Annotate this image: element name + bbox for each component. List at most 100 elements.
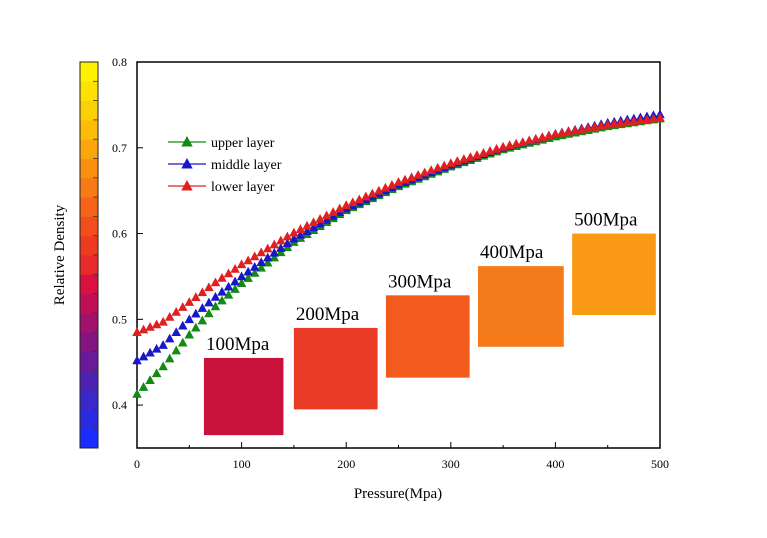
- data-point: [380, 182, 391, 192]
- data-point: [158, 340, 168, 349]
- colorbar-tick-label: 0.7: [112, 141, 127, 155]
- x-axis-ticks: 0 100 200 300 400 500: [134, 442, 669, 471]
- colorbar-segment: [80, 216, 98, 237]
- data-point: [642, 114, 652, 124]
- data-point: [151, 319, 162, 329]
- data-point: [223, 268, 234, 278]
- data-point: [191, 322, 201, 332]
- data-point: [230, 263, 240, 273]
- data-point: [223, 281, 234, 291]
- data-point: [243, 266, 253, 276]
- colorbar-segment: [80, 100, 98, 121]
- inset-label: 200Mpa: [296, 304, 360, 325]
- data-point: [230, 284, 240, 293]
- legend-label: upper layer: [211, 136, 275, 151]
- data-point: [178, 320, 188, 330]
- data-point: [374, 185, 384, 195]
- data-point: [132, 327, 142, 336]
- legend-marker: [181, 158, 193, 169]
- colorbar-tick-label: 0.6: [112, 227, 127, 241]
- data-point: [223, 289, 234, 299]
- data-point: [295, 229, 306, 239]
- data-point: [210, 277, 221, 287]
- data-point: [164, 311, 175, 321]
- data-point: [439, 160, 450, 170]
- density-inset: [477, 266, 564, 347]
- colorbar-segment: [80, 312, 98, 333]
- data-point: [204, 308, 214, 318]
- data-point: [276, 235, 286, 245]
- x-tick-label: 400: [546, 457, 564, 471]
- data-point: [184, 314, 195, 324]
- series-layer: [132, 109, 665, 398]
- data-point: [184, 329, 195, 339]
- colorbar-segment: [80, 390, 98, 410]
- colorbar-segment: [80, 197, 98, 217]
- data-point: [184, 297, 195, 306]
- data-point: [269, 239, 280, 249]
- data-point: [138, 351, 149, 361]
- data-point: [635, 115, 646, 125]
- data-point: [256, 257, 266, 267]
- data-point: [230, 276, 240, 286]
- legend: upper layer middle layer lower layer: [168, 136, 282, 195]
- x-tick-label: 200: [337, 457, 355, 471]
- data-point: [197, 287, 208, 297]
- data-point: [197, 303, 208, 312]
- x-axis-label: Pressure(Mpa): [354, 486, 442, 502]
- series: [132, 112, 665, 336]
- colorbar-segment: [80, 255, 98, 275]
- data-point: [321, 214, 332, 224]
- colorbar-segment: [80, 428, 98, 449]
- density-insets: 100Mpa 200Mpa 300Mpa 400Mpa 500Mpa: [203, 210, 656, 436]
- data-point: [282, 238, 293, 248]
- data-point: [178, 337, 188, 347]
- colorbar-segment: [80, 332, 98, 352]
- colorbar-segment: [80, 274, 98, 295]
- data-point: [249, 262, 260, 271]
- data-point: [367, 188, 378, 198]
- data-point: [341, 200, 351, 209]
- data-point: [263, 243, 273, 253]
- x-tick-label: 500: [651, 457, 669, 471]
- data-point: [191, 308, 201, 318]
- colorbar-ticks: 0.4 0.5 0.6 0.7 0.8: [112, 55, 143, 412]
- density-inset: [203, 357, 284, 436]
- legend-label: middle layer: [211, 158, 282, 173]
- data-point: [629, 116, 639, 125]
- data-point: [406, 172, 417, 182]
- colorbar-tick-label: 0.8: [112, 55, 127, 69]
- data-point: [269, 247, 280, 257]
- colorbar-segment: [80, 158, 98, 179]
- data-point: [164, 333, 175, 343]
- colorbar-segment: [80, 235, 98, 256]
- data-point: [210, 301, 221, 311]
- data-point: [419, 167, 430, 177]
- data-point: [315, 213, 325, 223]
- data-point: [302, 220, 312, 230]
- data-point: [263, 252, 273, 262]
- data-point: [426, 165, 436, 175]
- data-point: [158, 361, 168, 371]
- colorbar-segment: [80, 62, 98, 82]
- colorbar-tick-label: 0.4: [112, 398, 127, 412]
- data-point: [655, 112, 665, 122]
- data-point: [178, 302, 188, 311]
- data-point: [648, 113, 659, 123]
- data-point: [609, 118, 619, 128]
- data-point: [145, 375, 155, 384]
- data-point: [191, 292, 201, 301]
- data-point: [347, 197, 358, 207]
- data-point: [276, 243, 286, 252]
- colorbar-segment: [80, 139, 98, 159]
- density-inset: [293, 327, 378, 410]
- data-point: [236, 271, 247, 281]
- data-point: [361, 191, 371, 201]
- data-point: [171, 345, 181, 355]
- colorbar-tick-label: 0.5: [112, 312, 127, 326]
- data-point: [164, 353, 175, 363]
- data-point: [282, 231, 293, 241]
- density-inset: [572, 233, 656, 316]
- inset-label: 100Mpa: [206, 334, 270, 355]
